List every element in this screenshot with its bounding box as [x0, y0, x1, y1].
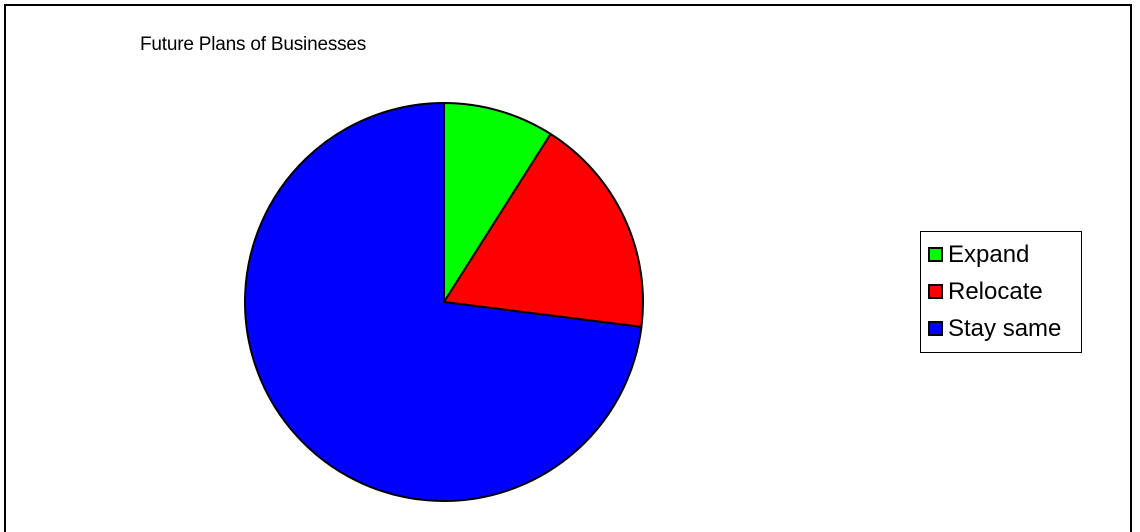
pie-slice-relocate — [443, 132, 644, 328]
legend-label-relocate: Relocate — [948, 277, 1043, 305]
pie-slice-stay-same — [244, 102, 643, 502]
legend-item-relocate: Relocate — [921, 273, 1081, 310]
legend-swatch-relocate — [928, 284, 943, 299]
legend-label-stay-same: Stay same — [948, 314, 1062, 342]
legend: Expand Relocate Stay same — [920, 231, 1082, 353]
legend-swatch-stay-same — [928, 321, 943, 336]
legend-label-expand: Expand — [948, 240, 1030, 268]
chart-title: Future Plans of Businesses — [140, 34, 367, 55]
legend-swatch-expand — [928, 247, 943, 262]
pie-slice-expand — [443, 102, 552, 303]
legend-item-stay-same: Stay same — [921, 310, 1081, 347]
legend-item-expand: Expand — [921, 236, 1081, 273]
